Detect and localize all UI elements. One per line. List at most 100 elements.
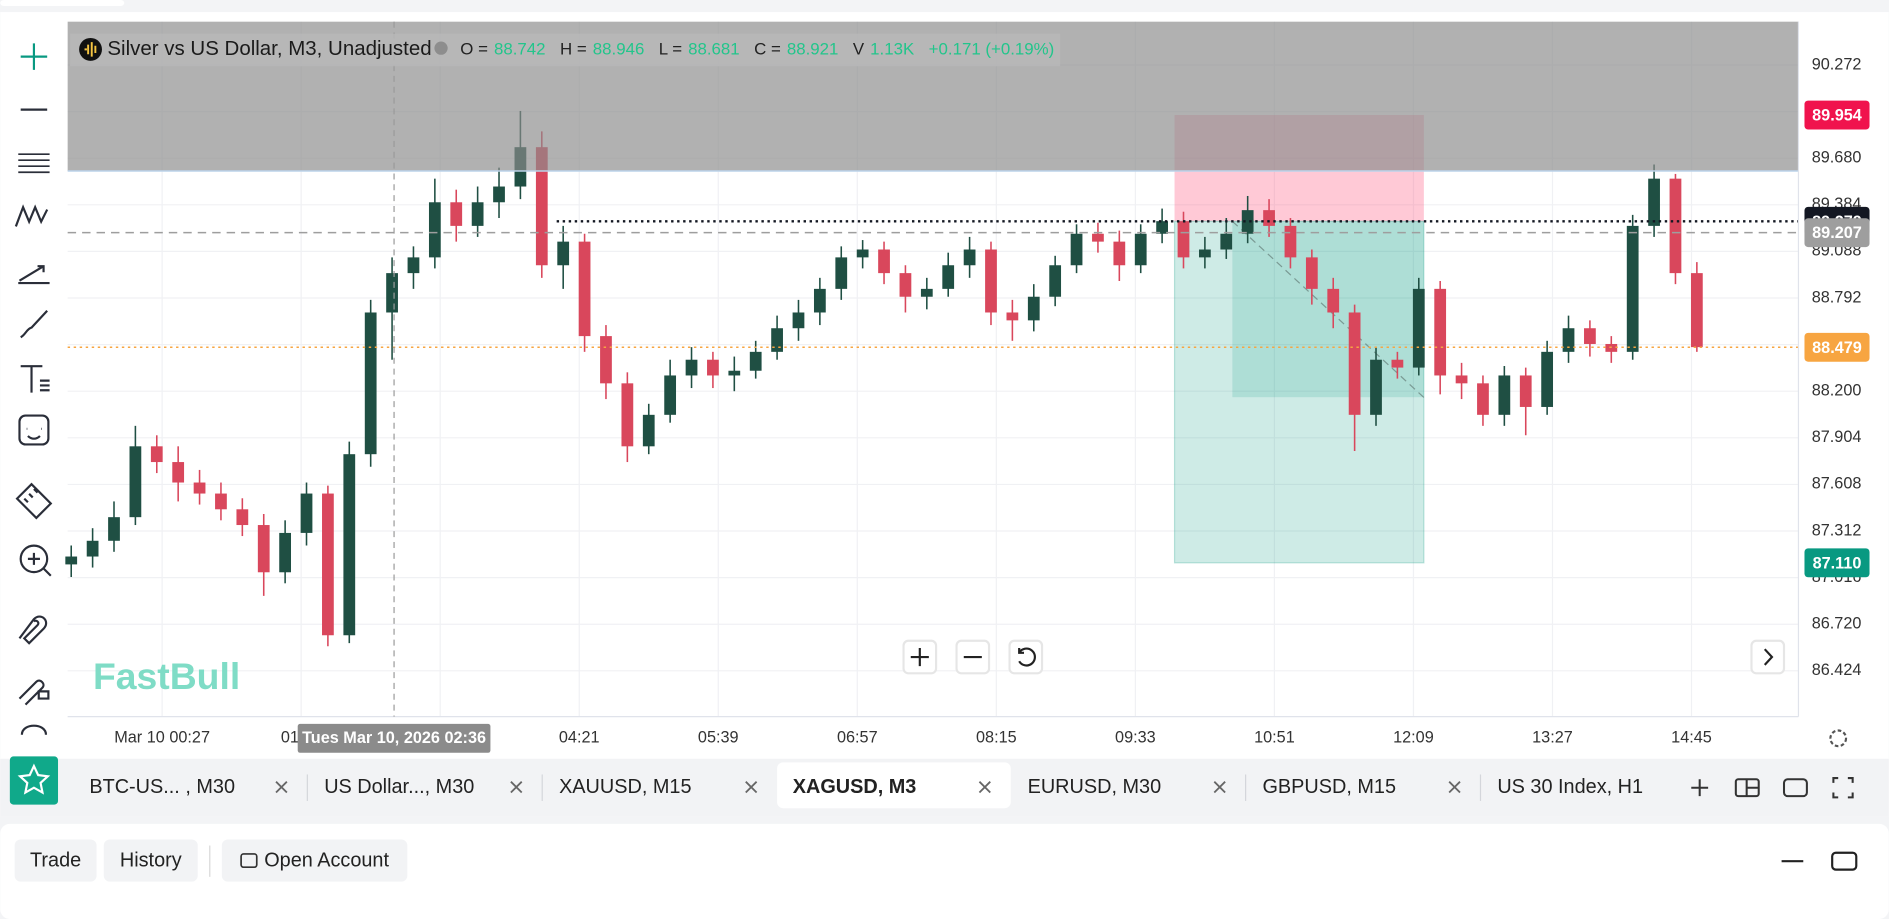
legend-bg xyxy=(70,33,1061,67)
candle-body xyxy=(878,249,890,274)
footer-button[interactable] xyxy=(103,839,198,882)
candle-body xyxy=(1626,225,1639,352)
legend-field-label: L = xyxy=(659,40,682,59)
footer-button[interactable] xyxy=(221,839,408,882)
candle-body xyxy=(1113,241,1126,266)
price-badge-label: 89.207 xyxy=(1812,224,1862,242)
tool-arrow[interactable] xyxy=(18,265,50,285)
tool-emoji[interactable] xyxy=(18,414,50,446)
tab-label[interactable]: US 30 Index, H1 xyxy=(1497,776,1643,798)
candle-body xyxy=(1434,288,1447,376)
candle-body xyxy=(1241,210,1254,234)
tool-lock[interactable] xyxy=(18,679,50,706)
tab-close[interactable] xyxy=(510,781,523,794)
candle-body xyxy=(1305,257,1318,289)
tab-label[interactable]: BTC-US... , M30 xyxy=(89,776,235,798)
price-badge-label: 87.110 xyxy=(1813,554,1862,572)
candle-body xyxy=(985,249,997,313)
tab-close[interactable] xyxy=(275,781,288,794)
reset-view-icon xyxy=(1018,647,1036,667)
candle-body xyxy=(771,328,783,352)
tool-ruler[interactable] xyxy=(15,482,53,520)
tab-label[interactable]: XAUUSD, M15 xyxy=(559,776,691,798)
price-badge xyxy=(1804,332,1870,362)
tab-close[interactable] xyxy=(1213,781,1226,794)
legend-field-label: V xyxy=(853,40,865,59)
legend-field-label: O = xyxy=(460,40,488,59)
x-tick-label: 05:39 xyxy=(698,729,739,747)
candle-body xyxy=(557,241,570,266)
candle-body xyxy=(600,336,612,384)
candle-body xyxy=(129,446,142,518)
legend-field-label: C = xyxy=(754,40,781,59)
zoom-in-icon xyxy=(910,647,929,667)
tab-label[interactable]: GBPUSD, M15 xyxy=(1262,776,1396,798)
candle-body xyxy=(813,288,826,313)
footer-button-label[interactable]: Trade xyxy=(30,849,81,871)
candle-body xyxy=(108,517,120,541)
candle-body xyxy=(1049,265,1062,297)
candle-body xyxy=(1220,233,1233,250)
position-tool xyxy=(1173,115,1425,564)
tab-label[interactable]: US Dollar..., M30 xyxy=(324,776,474,798)
tool-add[interactable] xyxy=(20,43,48,70)
candle-body xyxy=(1498,375,1511,415)
candle-body xyxy=(642,414,655,447)
footer-button-label[interactable]: Open Account xyxy=(264,849,389,871)
candle-body xyxy=(172,462,185,483)
candle-body xyxy=(364,312,377,455)
scroll-right[interactable] xyxy=(1750,639,1786,675)
tool-more[interactable] xyxy=(20,724,48,735)
tool-zoom-plus xyxy=(27,552,52,577)
y-tick-label: 87.312 xyxy=(1812,521,1862,539)
settings[interactable] xyxy=(1829,729,1848,748)
tab-label[interactable]: XAGUSD, M3 xyxy=(793,776,917,798)
candle-body xyxy=(215,493,227,510)
maximize[interactable] xyxy=(1831,851,1858,871)
legend-field-value: 88.921 xyxy=(787,40,839,59)
candle-body xyxy=(835,257,848,289)
footer xyxy=(0,823,1889,919)
crosshair-label-bg xyxy=(297,723,491,753)
candle-body xyxy=(1327,288,1340,313)
tool-magnet[interactable] xyxy=(18,615,48,645)
candle-body xyxy=(1199,249,1211,258)
candle-body xyxy=(322,493,334,636)
favorites[interactable] xyxy=(9,756,59,805)
footer-button[interactable] xyxy=(14,839,97,882)
candle-body xyxy=(65,556,78,565)
candle-body xyxy=(1006,312,1019,321)
footer-button-label[interactable]: History xyxy=(120,849,182,871)
x-tick-label: 12:09 xyxy=(1393,729,1434,747)
add-tab[interactable] xyxy=(1691,779,1709,797)
candle-body xyxy=(193,482,206,494)
tool-fib[interactable] xyxy=(18,153,50,174)
x-tick-label: 09:33 xyxy=(1115,729,1156,747)
candle-body xyxy=(407,257,420,274)
tool-zoom[interactable] xyxy=(19,544,49,574)
tab-close[interactable] xyxy=(1448,781,1461,794)
candle-body xyxy=(1156,221,1168,234)
fullscreen[interactable] xyxy=(1832,777,1854,799)
candle-body xyxy=(386,273,398,313)
candle-body xyxy=(1348,312,1361,415)
tab-close[interactable] xyxy=(745,781,758,794)
tab-close[interactable] xyxy=(978,781,991,794)
tab-label[interactable]: EURUSD, M30 xyxy=(1028,776,1162,798)
candle-body xyxy=(150,446,163,463)
y-tick-label: 87.608 xyxy=(1812,475,1862,493)
candle-body xyxy=(1541,351,1554,407)
price-badge-label: 88.479 xyxy=(1812,339,1862,357)
x-tick-label: 06:57 xyxy=(837,729,878,747)
y-tick-label: 87.904 xyxy=(1812,428,1862,446)
reset-view[interactable] xyxy=(1008,639,1044,675)
candle-body xyxy=(1370,359,1382,415)
legend-field-value: 1.13K xyxy=(870,40,915,59)
window[interactable] xyxy=(1782,778,1808,798)
tool-pattern[interactable] xyxy=(14,204,49,227)
candle-body xyxy=(450,202,463,226)
candle-body xyxy=(1284,225,1297,258)
tool-text[interactable] xyxy=(20,365,50,393)
tool-brush[interactable] xyxy=(20,310,48,339)
